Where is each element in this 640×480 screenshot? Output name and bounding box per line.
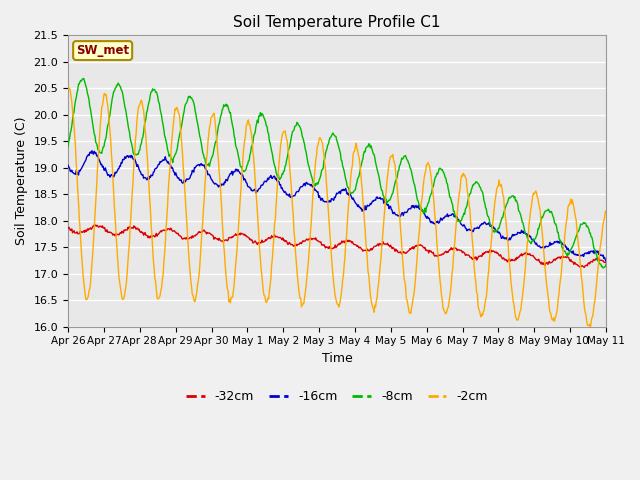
Y-axis label: Soil Temperature (C): Soil Temperature (C)	[15, 117, 28, 245]
Legend: -32cm, -16cm, -8cm, -2cm: -32cm, -16cm, -8cm, -2cm	[181, 385, 493, 408]
Title: Soil Temperature Profile C1: Soil Temperature Profile C1	[234, 15, 441, 30]
Text: SW_met: SW_met	[76, 44, 129, 57]
X-axis label: Time: Time	[322, 352, 353, 365]
